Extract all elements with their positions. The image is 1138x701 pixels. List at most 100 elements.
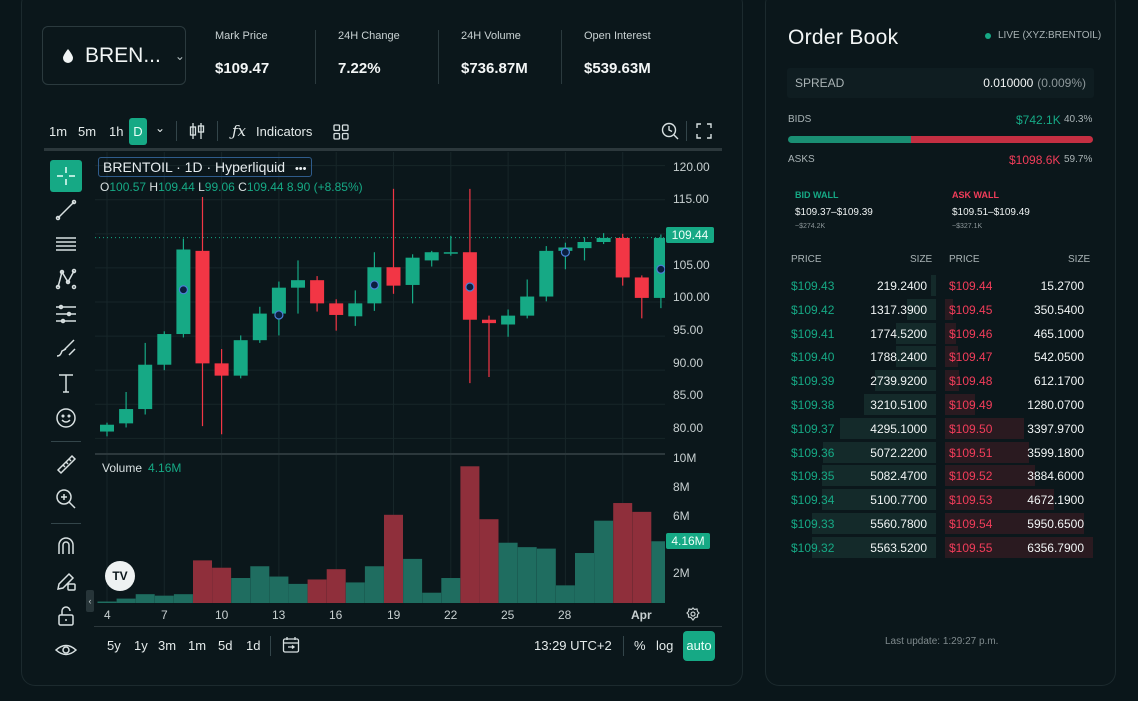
- pattern-tool[interactable]: [50, 263, 82, 295]
- visibility-tool[interactable]: [50, 634, 82, 666]
- collapse-toolbar-chevron-icon[interactable]: ‹: [86, 590, 94, 612]
- ask-price[interactable]: $109.53: [949, 493, 993, 508]
- order-book-row[interactable]: $109.39 2739.9200 $109.48 612.1700: [787, 370, 1097, 392]
- candle-body: [443, 252, 458, 254]
- replay-clock-icon[interactable]: [660, 121, 680, 141]
- brush-tool[interactable]: [50, 332, 82, 364]
- range-3m[interactable]: 3m: [158, 638, 177, 653]
- bid-wall-range: $109.37–$109.39: [795, 207, 873, 218]
- bid-price[interactable]: $109.34: [791, 493, 835, 508]
- order-book-row[interactable]: $109.37 4295.1000 $109.50 3397.9700: [787, 417, 1097, 439]
- bid-depth-bar: [840, 417, 936, 439]
- lock-drawing-tool[interactable]: [50, 565, 82, 597]
- bid-price[interactable]: $109.35: [791, 469, 835, 484]
- ask-size: 15.2700: [1040, 279, 1084, 293]
- volume-bar: [498, 542, 518, 603]
- fib-tool[interactable]: [50, 228, 82, 260]
- candlestick-type-icon[interactable]: [188, 122, 206, 140]
- order-book-row[interactable]: $109.33 5560.7800 $109.54 5950.6500: [787, 513, 1097, 534]
- volume-bar: [231, 578, 251, 603]
- order-book-row[interactable]: $109.35 5082.4700 $109.52 3884.6000: [787, 465, 1097, 487]
- crosshair-tool[interactable]: [50, 160, 82, 192]
- function-icon[interactable]: ƒx: [232, 122, 247, 140]
- bid-size: 5100.7700: [870, 493, 927, 508]
- order-book-row[interactable]: $109.43 219.2400 $109.44 15.2700: [787, 275, 1097, 296]
- order-book-row[interactable]: $109.40 1788.2400 $109.47 542.0500: [787, 346, 1097, 368]
- timeframe-5m[interactable]: 5m: [78, 124, 97, 139]
- volume-bar: [651, 541, 665, 603]
- volume-bar: [384, 514, 403, 603]
- bid-depth-bar: [812, 513, 936, 534]
- order-book-row[interactable]: $109.41 1774.5200 $109.46 465.1000: [787, 322, 1097, 344]
- bid-price[interactable]: $109.39: [791, 374, 835, 389]
- ohlc-low: 99.06: [204, 180, 235, 194]
- timeframe-1m[interactable]: 1m: [49, 124, 68, 139]
- ask-price[interactable]: $109.51: [949, 445, 993, 460]
- text-tool[interactable]: [50, 367, 82, 399]
- ask-price[interactable]: $109.48: [949, 374, 993, 389]
- ask-price[interactable]: $109.45: [949, 302, 993, 317]
- chart-legend-title[interactable]: BRENTOIL · 1D · Hyperliquid •••: [98, 157, 312, 177]
- legend-menu-dots[interactable]: •••: [294, 163, 307, 175]
- auto-scale-button[interactable]: auto: [683, 631, 715, 661]
- ask-price[interactable]: $109.46: [949, 326, 993, 341]
- order-book-panel: [765, 0, 1116, 686]
- timeframe-chevron-down-icon[interactable]: ⌄: [155, 121, 166, 135]
- bid-depth-bar: [931, 275, 936, 296]
- volume-bar: [632, 511, 652, 603]
- fullscreen-icon[interactable]: [696, 123, 712, 139]
- ask-price[interactable]: $109.50: [949, 421, 993, 436]
- range-1d[interactable]: 1d: [246, 638, 261, 653]
- axis-settings-gear-icon[interactable]: [686, 607, 700, 621]
- volume-bar: [116, 598, 136, 603]
- bid-price[interactable]: $109.43: [791, 279, 835, 293]
- range-5y[interactable]: 5y: [107, 638, 121, 653]
- bid-price[interactable]: $109.33: [791, 517, 835, 531]
- time-readout[interactable]: 13:29 UTC+2: [534, 638, 612, 653]
- timeframe-1h[interactable]: 1h: [109, 124, 124, 139]
- bid-price[interactable]: $109.32: [791, 540, 835, 555]
- ask-price[interactable]: $109.44: [949, 279, 993, 293]
- symbol-selector[interactable]: BREN... ⌄: [42, 26, 186, 85]
- ohlc-o-label: O: [100, 180, 110, 194]
- bid-price[interactable]: $109.41: [791, 326, 835, 341]
- ask-price[interactable]: $109.49: [949, 398, 993, 412]
- range-1m[interactable]: 1m: [188, 638, 207, 653]
- order-book-row[interactable]: $109.42 1317.3900 $109.45 350.5400: [787, 298, 1097, 320]
- range-5d[interactable]: 5d: [218, 638, 233, 653]
- order-book-row[interactable]: $109.38 3210.5100 $109.49 1280.0700: [787, 394, 1097, 415]
- date-range-icon[interactable]: [282, 636, 300, 654]
- price-chart[interactable]: [95, 152, 665, 630]
- ask-price[interactable]: $109.54: [949, 517, 993, 531]
- time-tick: 25: [501, 608, 515, 622]
- layout-grid-icon[interactable]: [333, 124, 349, 140]
- zoom-tool[interactable]: [50, 483, 82, 515]
- bid-price[interactable]: $109.37: [791, 421, 835, 436]
- order-book-row[interactable]: $109.36 5072.2200 $109.51 3599.1800: [787, 441, 1097, 463]
- bid-price[interactable]: $109.42: [791, 302, 835, 317]
- percent-scale-button[interactable]: %: [634, 638, 646, 653]
- bid-depth-bar: [822, 489, 936, 511]
- measure-tool[interactable]: [50, 448, 82, 480]
- trend-line-tool[interactable]: [50, 194, 82, 226]
- magnet-tool[interactable]: [50, 530, 82, 562]
- timeframe-d[interactable]: D: [129, 118, 147, 145]
- order-book-row[interactable]: $109.32 5563.5200 $109.55 6356.7900: [787, 536, 1097, 558]
- volume-bar: [173, 594, 193, 603]
- lock-tool[interactable]: [50, 600, 82, 632]
- bid-price[interactable]: $109.38: [791, 398, 835, 412]
- indicators-button[interactable]: Indicators: [256, 124, 313, 139]
- ohlc-change: 8.90 (+8.85%): [286, 180, 363, 194]
- ask-price[interactable]: $109.55: [949, 540, 993, 555]
- ask-price[interactable]: $109.52: [949, 469, 993, 484]
- log-scale-button[interactable]: log: [656, 638, 674, 653]
- bid-price[interactable]: $109.36: [791, 445, 835, 460]
- range-1y[interactable]: 1y: [134, 638, 148, 653]
- order-book-row[interactable]: $109.34 5100.7700 $109.53 4672.1900: [787, 489, 1097, 511]
- candle-body: [271, 287, 286, 314]
- ask-price[interactable]: $109.47: [949, 350, 993, 365]
- emoji-tool[interactable]: [50, 402, 82, 434]
- projection-tool[interactable]: [50, 298, 82, 330]
- bid-price[interactable]: $109.40: [791, 350, 835, 365]
- tradingview-logo[interactable]: TV: [105, 561, 135, 591]
